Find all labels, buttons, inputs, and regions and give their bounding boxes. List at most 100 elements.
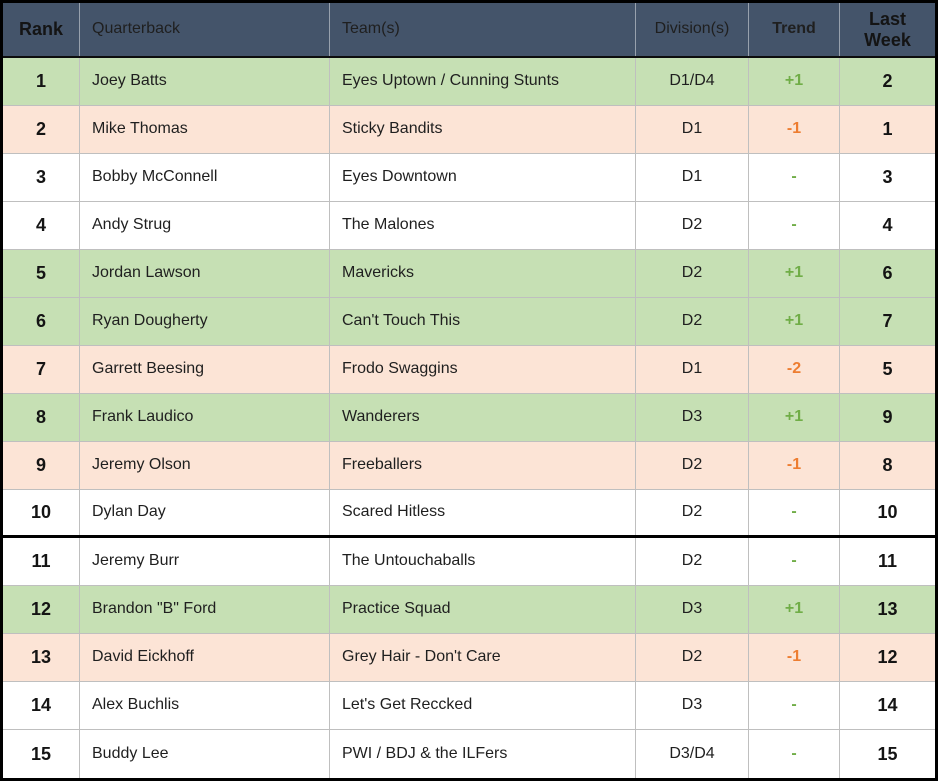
table-row: 12 Brandon "B" Ford Practice Squad D3 +1… <box>3 586 935 634</box>
trend-cell: - <box>749 202 840 249</box>
rank-cell: 11 <box>3 538 80 585</box>
trend-cell: - <box>749 682 840 729</box>
rank-cell: 6 <box>3 298 80 345</box>
trend-cell: +1 <box>749 298 840 345</box>
divisions-cell: D3 <box>636 682 749 729</box>
teams-cell: Practice Squad <box>330 586 636 633</box>
table-body: 1 Joey Batts Eyes Uptown / Cunning Stunt… <box>3 58 935 778</box>
last-week-cell: 13 <box>877 599 898 620</box>
teams-cell: Can't Touch This <box>330 298 636 345</box>
teams-cell: Let's Get Reccked <box>330 682 636 729</box>
teams-cell: Freeballers <box>330 442 636 489</box>
rank-cell: 1 <box>3 58 80 105</box>
table-row: 11 Jeremy Burr The Untouchaballs D2 - 11 <box>3 538 935 586</box>
table-row: 2 Mike Thomas Sticky Bandits D1 -1 1 <box>3 106 935 154</box>
divisions-cell: D2 <box>636 442 749 489</box>
divisions-cell: D2 <box>636 490 749 535</box>
rank-cell: 15 <box>3 730 80 778</box>
table-header-row: Rank Quarterback Team(s) Division(s) Tre… <box>3 3 935 58</box>
trend-cell: +1 <box>749 250 840 297</box>
divisions-cell: D2 <box>636 634 749 681</box>
divisions-cell: D3 <box>636 586 749 633</box>
trend-cell: - <box>749 490 840 535</box>
teams-cell: Grey Hair - Don't Care <box>330 634 636 681</box>
quarterback-cell: Brandon "B" Ford <box>80 586 330 633</box>
teams-cell: PWI / BDJ & the ILFers <box>330 730 636 778</box>
last-week-cell: 4 <box>882 215 893 236</box>
last-week-cell: 10 <box>877 502 898 523</box>
divisions-cell: D1 <box>636 106 749 153</box>
rank-cell: 7 <box>3 346 80 393</box>
trend-cell: -1 <box>749 634 840 681</box>
table-row: 14 Alex Buchlis Let's Get Reccked D3 - 1… <box>3 682 935 730</box>
last-week-cell: 14 <box>877 695 898 716</box>
teams-cell: The Untouchaballs <box>330 538 636 585</box>
teams-cell: Scared Hitless <box>330 490 636 535</box>
table-row: 3 Bobby McConnell Eyes Downtown D1 - 3 <box>3 154 935 202</box>
quarterback-cell: Jordan Lawson <box>80 250 330 297</box>
table-row: 15 Buddy Lee PWI / BDJ & the ILFers D3/D… <box>3 730 935 778</box>
quarterback-cell: Andy Strug <box>80 202 330 249</box>
trend-cell: - <box>749 538 840 585</box>
divisions-cell: D2 <box>636 538 749 585</box>
teams-cell: Frodo Swaggins <box>330 346 636 393</box>
rank-cell: 13 <box>3 634 80 681</box>
last-week-cell: 15 <box>877 743 898 764</box>
trend-cell: -2 <box>749 346 840 393</box>
quarterback-cell: Jeremy Burr <box>80 538 330 585</box>
divisions-cell: D1/D4 <box>636 58 749 105</box>
header-quarterback: Quarterback <box>80 3 330 56</box>
rank-cell: 4 <box>3 202 80 249</box>
quarterback-cell: Bobby McConnell <box>80 154 330 201</box>
table-row: 9 Jeremy Olson Freeballers D2 -1 8 <box>3 442 935 490</box>
teams-cell: The Malones <box>330 202 636 249</box>
table-row: 13 David Eickhoff Grey Hair - Don't Care… <box>3 634 935 682</box>
quarterback-cell: Ryan Dougherty <box>80 298 330 345</box>
header-last-week: Last Week <box>864 8 911 50</box>
table-row: 8 Frank Laudico Wanderers D3 +1 9 <box>3 394 935 442</box>
divisions-cell: D3 <box>636 394 749 441</box>
last-week-cell: 8 <box>882 455 893 476</box>
quarterback-cell: Jeremy Olson <box>80 442 330 489</box>
last-week-cell: 5 <box>882 359 893 380</box>
divisions-cell: D2 <box>636 298 749 345</box>
rank-cell: 9 <box>3 442 80 489</box>
divisions-cell: D2 <box>636 202 749 249</box>
quarterback-cell: Dylan Day <box>80 490 330 535</box>
last-week-cell: 7 <box>882 311 893 332</box>
trend-cell: - <box>749 730 840 778</box>
header-trend: Trend <box>749 3 840 56</box>
header-divisions: Division(s) <box>636 3 749 56</box>
header-rank: Rank <box>3 3 80 56</box>
last-week-cell: 3 <box>882 167 893 188</box>
table-row: 7 Garrett Beesing Frodo Swaggins D1 -2 5 <box>3 346 935 394</box>
teams-cell: Eyes Uptown / Cunning Stunts <box>330 58 636 105</box>
quarterback-cell: Buddy Lee <box>80 730 330 778</box>
trend-cell: +1 <box>749 586 840 633</box>
last-week-cell: 2 <box>882 71 893 92</box>
quarterback-cell: Alex Buchlis <box>80 682 330 729</box>
divisions-cell: D2 <box>636 250 749 297</box>
rank-cell: 2 <box>3 106 80 153</box>
quarterback-cell: Frank Laudico <box>80 394 330 441</box>
rank-cell: 10 <box>3 490 80 535</box>
rank-cell: 8 <box>3 394 80 441</box>
quarterback-cell: Joey Batts <box>80 58 330 105</box>
teams-cell: Wanderers <box>330 394 636 441</box>
table-row: 5 Jordan Lawson Mavericks D2 +1 6 <box>3 250 935 298</box>
teams-cell: Eyes Downtown <box>330 154 636 201</box>
trend-cell: +1 <box>749 394 840 441</box>
last-week-cell: 12 <box>877 647 898 668</box>
quarterback-cell: David Eickhoff <box>80 634 330 681</box>
header-teams: Team(s) <box>330 3 636 56</box>
table-row: 4 Andy Strug The Malones D2 - 4 <box>3 202 935 250</box>
table-row: 6 Ryan Dougherty Can't Touch This D2 +1 … <box>3 298 935 346</box>
rank-cell: 14 <box>3 682 80 729</box>
last-week-cell: 6 <box>882 263 893 284</box>
rank-cell: 12 <box>3 586 80 633</box>
last-week-cell: 9 <box>882 407 893 428</box>
rank-cell: 3 <box>3 154 80 201</box>
teams-cell: Mavericks <box>330 250 636 297</box>
quarterback-cell: Mike Thomas <box>80 106 330 153</box>
